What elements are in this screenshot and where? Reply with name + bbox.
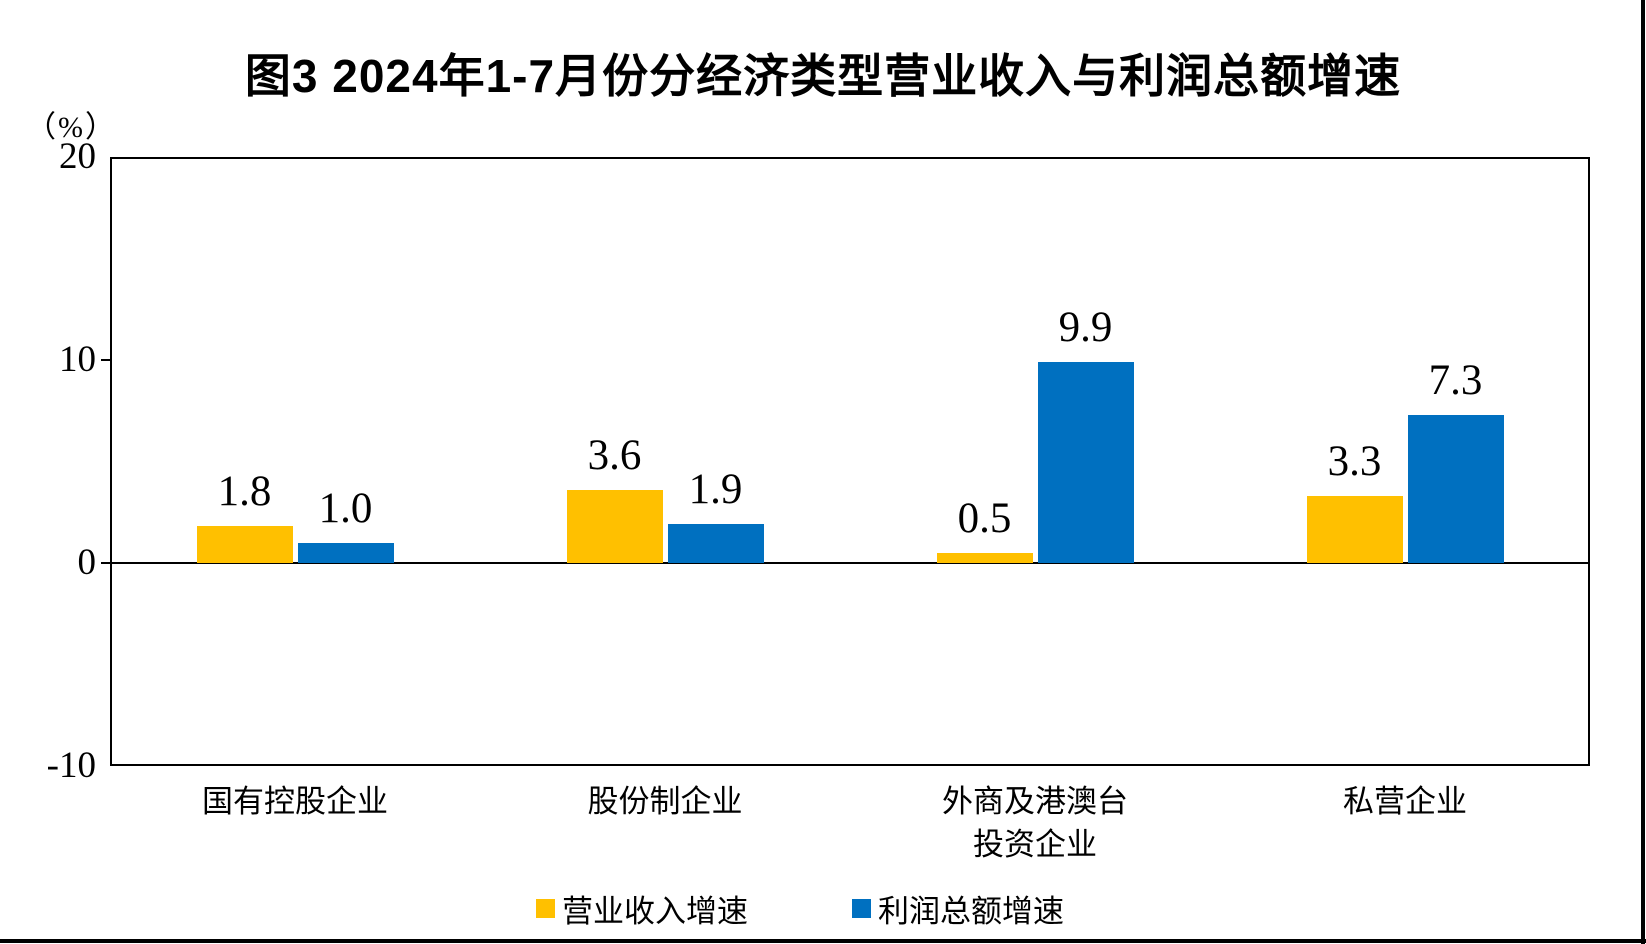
bar-value-label: 0.5 [957, 494, 1012, 542]
legend-label: 营业收入增速 [562, 894, 748, 929]
category-label: 外商及港澳台 投资企业 [942, 784, 1128, 862]
legend-swatch-icon [852, 899, 871, 918]
y-tick-label: 20 [59, 136, 96, 177]
page-bottom-border [0, 939, 1646, 943]
y-tick-mark [101, 562, 110, 564]
plot-area [110, 157, 1590, 766]
legend-swatch-icon [536, 899, 555, 918]
legend-item-利润总额增速: 利润总额增速 [852, 886, 1064, 931]
page-right-border [1641, 0, 1645, 944]
bar-营业收入增速-私营企业 [1306, 496, 1403, 563]
legend: 营业收入增速 利润总额增速 [0, 886, 1600, 931]
y-tick-mark [101, 359, 110, 361]
bar-value-label: 1.9 [688, 466, 743, 514]
bar-value-label: 3.3 [1327, 438, 1382, 485]
bar-value-label: 1.8 [217, 468, 272, 516]
bar-营业收入增速-股份制企业 [566, 489, 663, 563]
y-tick-label: -10 [46, 745, 96, 786]
bar-value-label: 9.9 [1058, 304, 1113, 352]
bar-利润总额增速-外商及港澳台投资企业 [1037, 362, 1134, 563]
bar-利润总额增速-私营企业 [1407, 414, 1504, 563]
bar-利润总额增速-股份制企业 [667, 524, 764, 563]
bar-营业收入增速-国有控股企业 [196, 526, 293, 563]
bar-value-label: 7.3 [1428, 356, 1483, 404]
category-label: 私营企业 [1343, 784, 1467, 819]
legend-item-营业收入增速: 营业收入增速 [536, 886, 748, 931]
y-axis-unit-label: （%） [26, 111, 117, 144]
category-label: 国有控股企业 [202, 784, 388, 819]
chart-title: 图3 2024年1-7月份分经济类型营业收入与利润总额增速 [244, 50, 1402, 102]
bar-营业收入增速-外商及港澳台投资企业 [936, 552, 1033, 563]
legend-label: 利润总额增速 [878, 894, 1064, 929]
y-tick-label: 0 [77, 542, 97, 583]
bar-value-label: 3.6 [587, 431, 642, 479]
y-tick-label: 10 [59, 339, 96, 380]
category-label: 股份制企业 [587, 784, 743, 819]
bar-value-label: 1.0 [318, 484, 373, 532]
bar-利润总额增速-国有控股企业 [297, 542, 394, 563]
zero-baseline [110, 562, 1590, 564]
